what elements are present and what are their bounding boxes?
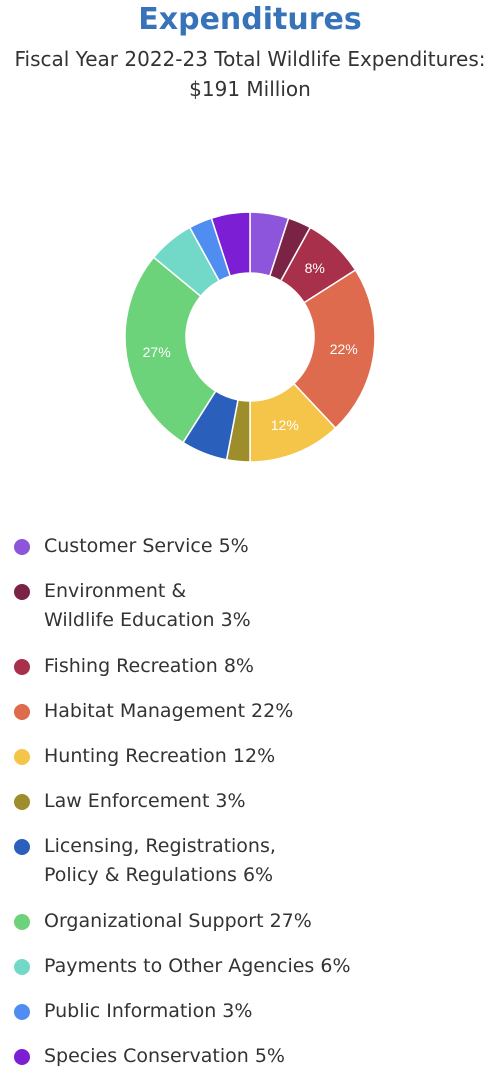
legend-label: Wildlife Education 3% bbox=[44, 609, 251, 631]
legend-label: Environment & bbox=[44, 580, 187, 602]
legend-marker-icon bbox=[14, 748, 30, 765]
legend-marker-icon bbox=[14, 538, 30, 555]
legend-label: Species Conservation 5% bbox=[44, 1045, 285, 1067]
legend-label: Organizational Support 27% bbox=[44, 910, 312, 932]
legend-marker-icon bbox=[14, 658, 30, 675]
legend-marker-icon bbox=[14, 838, 30, 855]
slice-habitat-management[interactable] bbox=[292, 268, 376, 430]
legend-label: Hunting Recreation 12% bbox=[44, 745, 276, 767]
legend-marker-icon bbox=[14, 1003, 30, 1020]
slice-species-conservation[interactable] bbox=[210, 211, 251, 278]
legend-label: Policy & Regulations 6% bbox=[44, 864, 274, 886]
legend-label: Law Enforcement 3% bbox=[44, 790, 246, 812]
legend-label: Licensing, Registrations, bbox=[44, 835, 276, 857]
legend-marker-icon bbox=[14, 703, 30, 720]
chart-subtitle: Fiscal Year 2022-23 Total Wildlife Expen… bbox=[14, 47, 486, 101]
legend-marker-icon bbox=[14, 913, 30, 930]
data-label: 12% bbox=[271, 417, 299, 433]
data-label: 27% bbox=[143, 344, 171, 360]
data-label: 8% bbox=[305, 260, 325, 276]
legend-marker-icon bbox=[14, 958, 30, 975]
legend-label: Public Information 3% bbox=[44, 1000, 253, 1022]
legend-marker-icon bbox=[14, 583, 30, 600]
legend-label: Fishing Recreation 8% bbox=[44, 655, 254, 677]
legend-label: Payments to Other Agencies 6% bbox=[44, 955, 351, 977]
legend-label: Customer Service 5% bbox=[44, 535, 249, 557]
donut-chart: 8% 22% 12% 27% bbox=[124, 211, 376, 463]
chart-title: Expenditures bbox=[138, 2, 362, 37]
legend-marker-icon bbox=[14, 1048, 30, 1065]
data-label: 22% bbox=[330, 341, 358, 357]
slice-organizational-support[interactable] bbox=[124, 256, 217, 444]
legend-label: Habitat Management 22% bbox=[44, 700, 294, 722]
legend-marker-icon bbox=[14, 793, 30, 810]
